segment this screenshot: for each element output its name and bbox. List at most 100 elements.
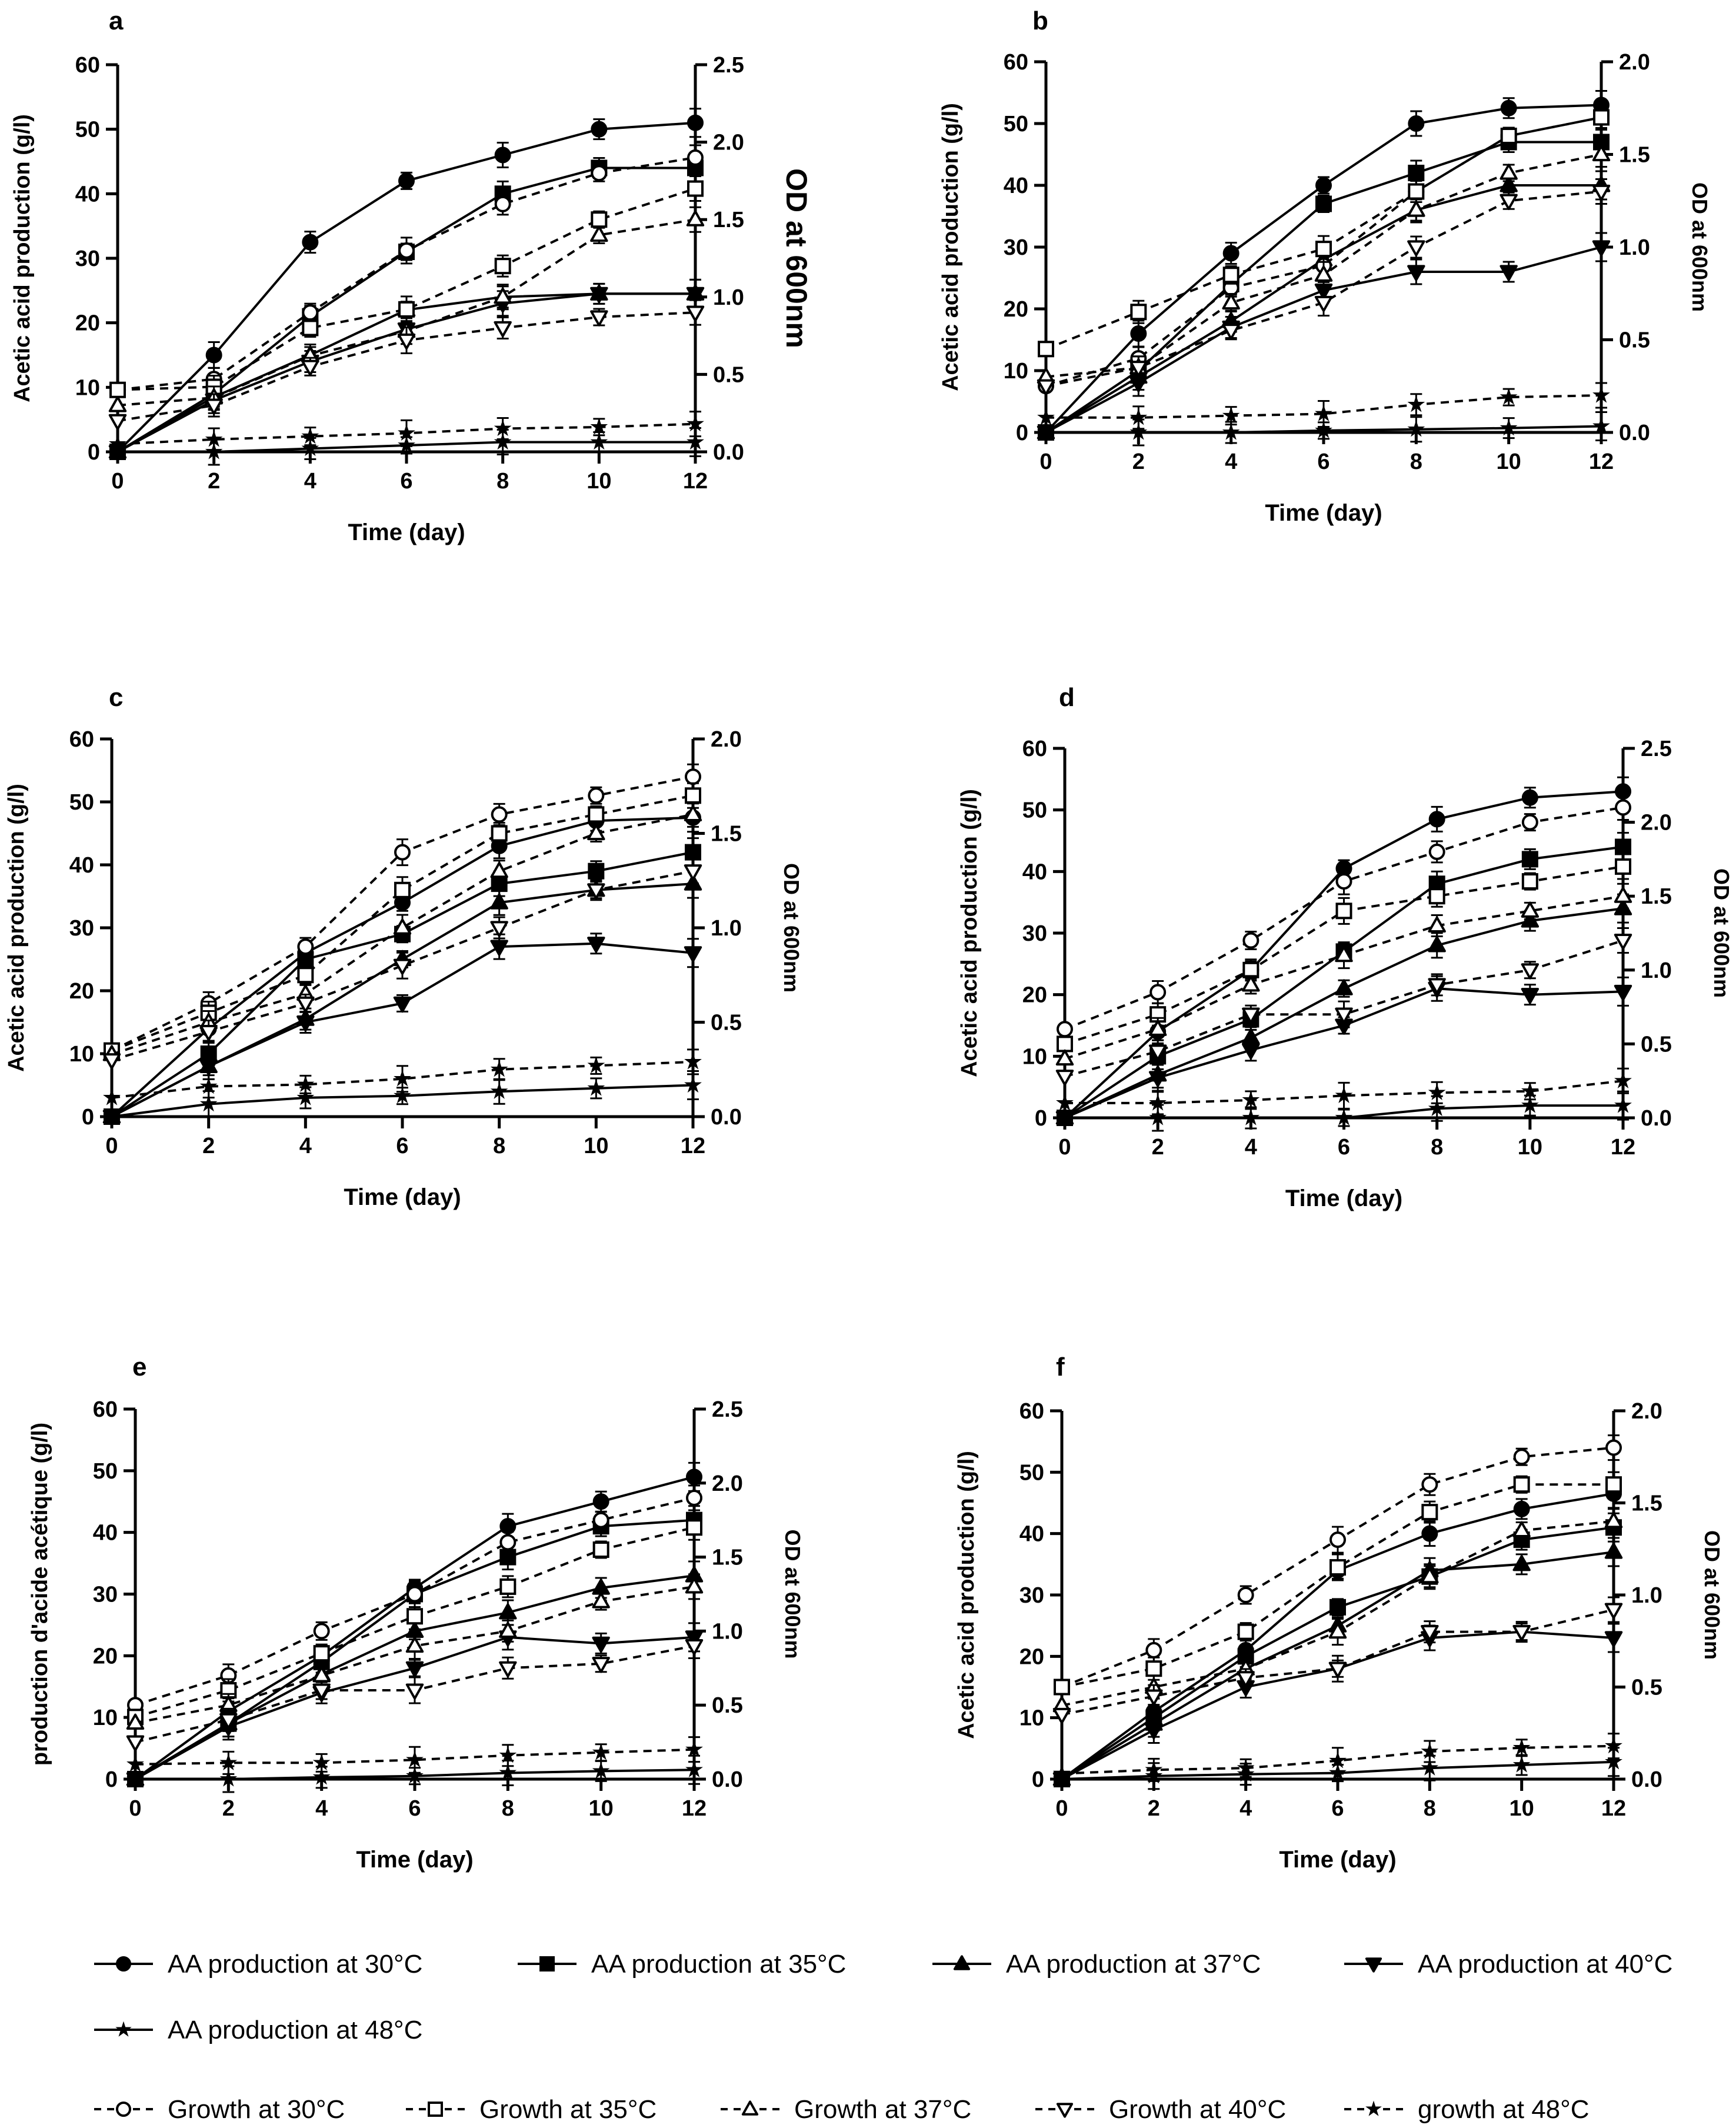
data-point <box>296 1015 315 1032</box>
series-g35 <box>127 1514 702 1726</box>
data-point <box>1315 241 1332 258</box>
y2-tick-label: 1.0 <box>712 1619 743 1644</box>
series-g35 <box>1054 1471 1622 1696</box>
y2-tick-label: 0.0 <box>713 440 744 465</box>
data-point <box>394 881 411 898</box>
data-point <box>1055 1070 1074 1086</box>
data-point <box>591 121 608 138</box>
legend-marker <box>115 2021 132 2037</box>
legend-marker <box>428 2102 443 2117</box>
data-point <box>592 1761 610 1779</box>
x-tick-label: 6 <box>396 1134 408 1158</box>
data-point <box>1421 1525 1438 1542</box>
y-axis-title: Acetic acid production (g/l) <box>10 114 35 402</box>
data-point <box>1604 1512 1623 1528</box>
data-point <box>591 165 608 182</box>
y-tick-label: 60 <box>93 1397 118 1422</box>
x-tick-label: 12 <box>1611 1135 1635 1160</box>
y2-tick-label: 2.0 <box>1619 50 1650 75</box>
data-point <box>1145 1660 1162 1677</box>
legend-item-aa48: AA production at 48°C <box>94 2016 422 2044</box>
legend-label: Growth at 40°C <box>1109 2095 1286 2124</box>
y-tick-label: 50 <box>69 790 94 815</box>
x-tick-label: 0 <box>1055 1796 1068 1821</box>
data-point <box>103 1088 121 1105</box>
data-point <box>1615 799 1631 816</box>
data-point <box>587 824 605 841</box>
data-point <box>199 1094 218 1112</box>
data-point <box>1428 1083 1446 1100</box>
series-g40 <box>1052 1596 1623 1724</box>
data-point <box>1521 963 1540 980</box>
data-point <box>588 806 605 823</box>
data-point <box>1500 194 1518 211</box>
y-tick-label: 20 <box>69 979 94 1004</box>
data-point <box>685 787 701 804</box>
data-point <box>499 1578 517 1595</box>
y-axis-title: Acetic acid production (g/l) <box>938 103 963 391</box>
data-point <box>1315 421 1332 438</box>
panels: a0 2 4 6 8 10 1201020304050600.00.51.01.52.02.… <box>4 6 1734 1873</box>
y2-tick-label: 0.5 <box>712 1693 743 1718</box>
y2-tick-label: 1.5 <box>1631 1491 1662 1516</box>
data-point <box>302 319 319 337</box>
data-point <box>1592 184 1611 201</box>
data-point <box>590 310 608 327</box>
y2-axis-title: OD at 600nm <box>779 863 804 993</box>
panel-label: d <box>1059 683 1075 712</box>
y2-tick-label: 1.5 <box>713 208 744 232</box>
data-point <box>1335 873 1352 890</box>
data-point <box>1521 814 1538 831</box>
x-tick-label: 0 <box>111 469 124 494</box>
data-point <box>1222 267 1239 284</box>
data-point <box>1421 1476 1438 1493</box>
x-tick-label: 8 <box>1431 1135 1443 1160</box>
y-axis-title: Acetic acid production (g/l) <box>4 784 29 1072</box>
y-tick-label: 60 <box>75 53 100 78</box>
data-point <box>592 1657 610 1673</box>
data-point <box>1428 916 1446 933</box>
data-point <box>397 333 416 350</box>
y-tick-label: 30 <box>1019 1583 1044 1608</box>
y-tick-label: 30 <box>69 916 94 941</box>
data-point <box>1057 1021 1073 1038</box>
data-point <box>302 234 319 251</box>
y-tick-label: 10 <box>69 1042 94 1067</box>
data-point <box>1145 1723 1163 1740</box>
series-line-g35 <box>117 187 696 391</box>
data-point <box>1149 1108 1167 1125</box>
legend: AA production at 30°C AA production at 35… <box>94 1950 1672 2124</box>
data-point <box>109 435 126 452</box>
data-point <box>199 1077 218 1094</box>
data-point <box>494 258 511 275</box>
data-point <box>490 861 508 878</box>
data-point <box>1056 1094 1074 1111</box>
legend-label: growth at 48°C <box>1418 2095 1590 2124</box>
data-point <box>1614 984 1632 1001</box>
series-g40 <box>1055 927 1632 1086</box>
data-point <box>1335 1108 1353 1125</box>
data-point <box>1500 388 1518 405</box>
y2-tick-label: 1.5 <box>712 1546 743 1570</box>
data-point <box>1614 887 1632 903</box>
x-axis-title: Time (day) <box>1279 1847 1396 1873</box>
x-tick-label: 8 <box>497 469 509 494</box>
y-tick-label: 40 <box>1022 860 1047 884</box>
y-tick-label: 50 <box>1004 112 1028 136</box>
data-point <box>405 1636 424 1653</box>
legend-label: AA production at 37°C <box>1006 1950 1261 1979</box>
x-tick-label: 2 <box>208 469 220 494</box>
series-g35 <box>1057 853 1631 1053</box>
y-tick-label: 30 <box>75 247 100 271</box>
data-point <box>684 946 702 963</box>
data-point <box>1237 1623 1254 1640</box>
data-point <box>1222 245 1239 262</box>
data-point <box>1056 1108 1074 1125</box>
x-tick-label: 4 <box>315 1796 328 1821</box>
data-point <box>1512 1555 1531 1571</box>
data-point <box>1512 1521 1531 1538</box>
data-point <box>1055 1049 1074 1066</box>
data-point <box>1428 978 1446 994</box>
chart-panel-e: e 0 2 4 6 8 10 12 0 10 20 30 40 50 60 0.0 0.5 1.0 1.5 2.0 2.… <box>28 1353 805 1873</box>
y-tick-label: 10 <box>1022 1044 1047 1069</box>
